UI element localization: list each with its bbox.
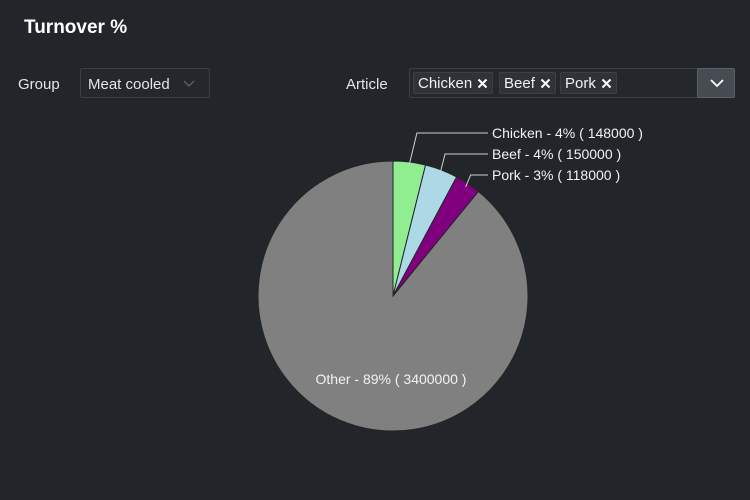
pie-leader-line <box>465 174 488 188</box>
group-label: Group <box>18 76 60 93</box>
article-chip-chicken: Chicken <box>413 72 494 94</box>
pie-label-chicken: Chicken - 4% ( 148000 ) <box>492 125 643 141</box>
pie-slice-other <box>257 160 529 432</box>
chip-label: Chicken <box>418 74 473 92</box>
pie-leader-line <box>408 132 488 167</box>
close-icon[interactable] <box>477 78 488 89</box>
group-select-value: Meat cooled <box>88 76 170 93</box>
pie-label-other: Other - 89% ( 3400000 ) <box>316 371 467 387</box>
chip-label: Pork <box>565 74 596 92</box>
pie-label-pork: Pork - 3% ( 118000 ) <box>492 167 620 183</box>
article-label: Article <box>346 76 388 93</box>
article-multiselect[interactable]: Chicken Beef Pork <box>409 68 735 98</box>
close-icon[interactable] <box>601 78 612 89</box>
chevron-down-icon <box>710 79 724 88</box>
page-title: Turnover % <box>24 17 128 38</box>
article-chip-beef: Beef <box>499 72 556 94</box>
article-dropdown-button[interactable] <box>697 68 735 98</box>
chip-label: Beef <box>504 74 535 92</box>
pie-label-beef: Beef - 4% ( 150000 ) <box>492 146 621 162</box>
pie-leader-line <box>439 153 488 174</box>
article-chip-pork: Pork <box>560 72 617 94</box>
close-icon[interactable] <box>540 78 551 89</box>
group-select[interactable]: Meat cooled <box>80 68 210 98</box>
chevron-down-icon <box>183 80 195 87</box>
